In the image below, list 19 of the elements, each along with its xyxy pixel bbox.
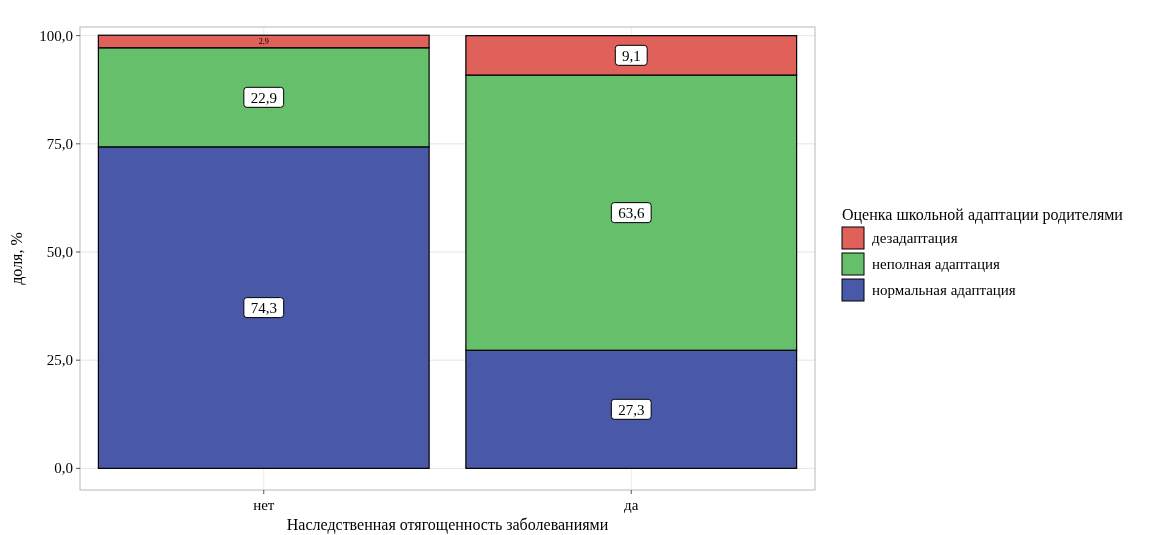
y-tick-label: 0,0 [54,460,73,477]
y-axis-title: доля, % [8,232,26,285]
legend-label: нормальная адаптация [872,282,1016,298]
data-label: 2,9 [258,37,269,47]
data-label: 22,9 [250,89,277,106]
x-axis-title: Наследственная отягощенность заболеваниями [286,516,609,534]
y-tick-label: 25,0 [46,352,73,369]
y-tick-label: 75,0 [46,135,73,152]
data-label: 9,1 [621,47,641,64]
y-tick-label: 50,0 [46,244,73,261]
y-tick-label: 100,0 [39,27,73,44]
data-label: 63,6 [618,204,645,221]
legend-title: Оценка школьной адаптации родителями [842,206,1124,224]
legend-label: неполная адаптация [872,256,1001,272]
data-label: 74,3 [250,299,277,316]
x-tick-label: да [624,497,639,513]
data-label: 27,3 [618,401,645,418]
x-tick-label: нет [253,497,275,513]
legend-label: дезадаптация [872,230,958,246]
